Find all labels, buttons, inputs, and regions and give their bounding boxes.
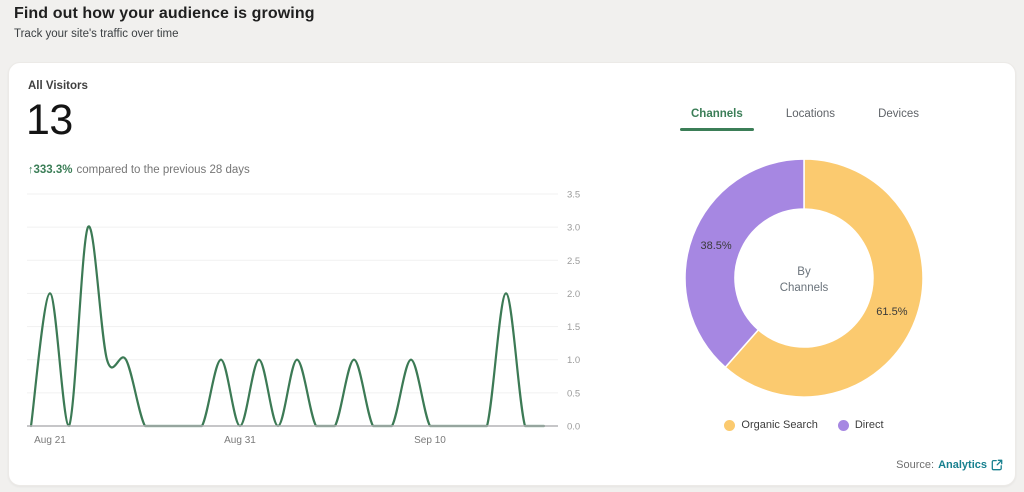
donut-center-label-line2: Channels — [780, 282, 829, 294]
page-header: Find out how your audience is growing Tr… — [14, 5, 315, 40]
slice-percent-label: 38.5% — [700, 240, 731, 252]
legend-swatch — [837, 419, 849, 431]
channels-donut-chart: 61.5% 38.5% By Channels — [684, 158, 924, 398]
y-tick-label: 0.0 — [567, 422, 580, 433]
up-arrow-icon: ↑ — [28, 164, 34, 176]
donut-legend: Organic Search Direct — [674, 419, 934, 431]
x-tick-label: Aug 21 — [34, 435, 66, 446]
tab-devices-label: Devices — [878, 108, 919, 120]
tab-channels[interactable]: Channels — [679, 105, 755, 131]
y-tick-label: 2.5 — [567, 256, 580, 267]
panel-tabs: Channels Locations Devices — [679, 105, 931, 131]
donut-slice-organic-search — [724, 158, 924, 398]
y-tick-label: 1.0 — [567, 355, 580, 366]
tab-locations[interactable]: Locations — [774, 105, 847, 131]
tab-locations-label: Locations — [785, 108, 836, 120]
page-title: Find out how your audience is growing — [14, 5, 315, 22]
legend-label: Organic Search — [741, 419, 818, 431]
visitors-line-chart: 0.0 0.5 1.0 1.5 2.0 2.5 3.0 3.5 Aug 21 Aug 31 Sep … — [27, 190, 580, 446]
x-tick-label: Aug 31 — [224, 435, 256, 446]
legend-swatch — [724, 419, 736, 431]
legend-label: Direct — [854, 419, 884, 431]
visitor-count: 13 — [26, 96, 73, 144]
external-link-icon — [991, 459, 1003, 471]
all-visitors-label: All Visitors — [28, 80, 88, 92]
y-tick-label: 0.5 — [567, 388, 580, 399]
source-prefix: Source: — [896, 459, 935, 471]
legend-item-direct: Direct — [837, 419, 884, 431]
change-percent: 333.3% — [33, 164, 73, 176]
legend-item-organic-search: Organic Search — [724, 419, 818, 431]
y-tick-label: 3.5 — [567, 190, 580, 201]
y-tick-label: 2.0 — [567, 289, 580, 300]
analytics-link-label: Analytics — [938, 459, 987, 471]
audience-card: All Visitors 13 ↑333.3% compared to the p… — [8, 62, 1016, 486]
tab-channels-label: Channels — [691, 108, 743, 120]
active-tab-underline — [680, 128, 754, 131]
tab-devices[interactable]: Devices — [866, 105, 931, 131]
change-text: compared to the previous 28 days — [76, 164, 250, 176]
slice-percent-label: 61.5% — [876, 306, 907, 318]
analytics-link[interactable]: Analytics — [938, 459, 1003, 471]
y-tick-label: 3.0 — [567, 223, 580, 234]
y-tick-label: 1.5 — [567, 322, 580, 333]
donut-center-label-line1: By — [797, 266, 811, 278]
source-row: Source: Analytics — [896, 459, 1003, 471]
x-tick-label: Sep 10 — [414, 435, 446, 446]
page-subtitle: Track your site's traffic over time — [14, 28, 179, 40]
donut-slice-direct — [684, 158, 805, 369]
change-row: ↑333.3% compared to the previous 28 days — [28, 164, 250, 176]
